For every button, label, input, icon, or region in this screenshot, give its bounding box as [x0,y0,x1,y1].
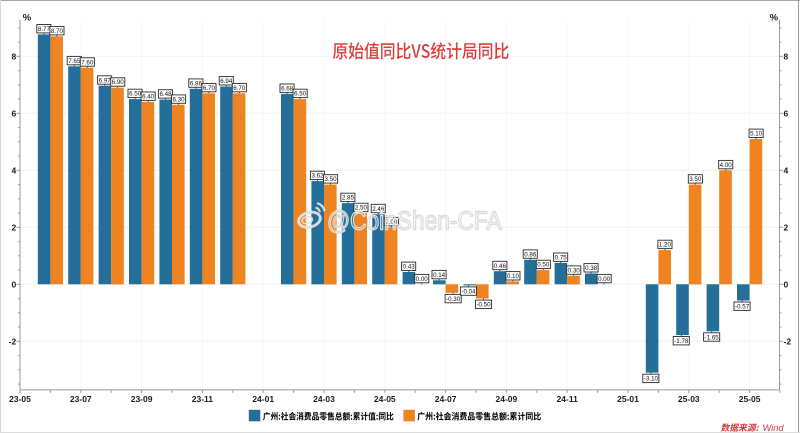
svg-text:2.00: 2.00 [385,219,398,226]
svg-text:Wind: Wind [763,423,785,433]
svg-text:4.00: 4.00 [720,162,733,169]
svg-text:7.65: 7.65 [68,58,81,65]
svg-text:-0.04: -0.04 [461,288,476,295]
svg-text:6.86: 6.86 [190,80,203,87]
svg-text:2: 2 [11,222,16,232]
svg-text:0: 0 [11,279,16,289]
svg-text:2.85: 2.85 [342,195,355,202]
svg-text:6: 6 [784,108,789,118]
svg-text:6.94: 6.94 [220,78,233,85]
svg-text:3.50: 3.50 [324,176,337,183]
svg-text:0.00: 0.00 [416,276,429,283]
svg-text:0.43: 0.43 [403,264,416,271]
svg-text:0.00: 0.00 [598,276,611,283]
svg-text:%: % [23,13,32,24]
svg-text:25-03: 25-03 [678,394,700,404]
svg-text:0.50: 0.50 [537,262,550,269]
svg-text:23-05: 23-05 [9,394,31,404]
svg-text:4: 4 [784,165,789,175]
svg-text:0.14: 0.14 [433,272,446,279]
svg-text:6.97: 6.97 [99,77,112,84]
svg-text:6.50: 6.50 [129,91,142,98]
svg-text:25-01: 25-01 [617,394,639,404]
svg-text:0.38: 0.38 [585,265,598,272]
svg-text:24-09: 24-09 [496,394,518,404]
svg-text:8: 8 [11,51,16,61]
svg-text:0.46: 0.46 [494,263,507,270]
svg-text:-1.65: -1.65 [705,334,720,341]
svg-text:6.48: 6.48 [159,91,172,98]
svg-text:-0.30: -0.30 [446,296,461,303]
svg-text:23-09: 23-09 [131,394,153,404]
svg-text:2.50: 2.50 [355,205,368,212]
svg-text:-2: -2 [9,336,17,346]
svg-text:7.60: 7.60 [81,59,94,66]
svg-text:24-03: 24-03 [313,394,335,404]
svg-text:0.10: 0.10 [507,273,520,280]
svg-text:6.50: 6.50 [294,91,307,98]
svg-text:1.20: 1.20 [659,242,672,249]
svg-text:@CoinShen-CFA: @CoinShen-CFA [327,207,502,236]
svg-text:%: % [770,13,779,24]
svg-text:23-07: 23-07 [70,394,92,404]
svg-text:4: 4 [11,165,16,175]
svg-text:-3.10: -3.10 [644,376,659,383]
svg-text:0.30: 0.30 [568,267,581,274]
svg-text:24-07: 24-07 [435,394,457,404]
svg-text:6.30: 6.30 [172,96,185,103]
svg-text:5.10: 5.10 [750,131,763,138]
svg-text:6.40: 6.40 [142,94,155,101]
svg-text:2.46: 2.46 [372,206,385,213]
svg-text:8: 8 [784,51,789,61]
svg-text:8.70: 8.70 [51,28,64,35]
svg-text:24-05: 24-05 [374,394,396,404]
svg-text:-1.78: -1.78 [674,338,689,345]
svg-text:6.68: 6.68 [281,86,294,93]
svg-text:24-11: 24-11 [557,394,579,404]
svg-text:3.62: 3.62 [311,173,324,180]
svg-text:-2: -2 [784,336,792,346]
svg-text:0: 0 [784,279,789,289]
svg-text:0.75: 0.75 [555,255,568,262]
svg-text:23-11: 23-11 [192,394,214,404]
svg-text:6.70: 6.70 [203,85,216,92]
svg-text:-0.57: -0.57 [735,304,750,311]
svg-text:3.50: 3.50 [689,176,702,183]
svg-text:25-05: 25-05 [739,394,761,404]
svg-text:0.86: 0.86 [524,251,537,258]
svg-text:2: 2 [784,222,789,232]
svg-text:6.90: 6.90 [112,79,125,86]
svg-text:24-01: 24-01 [252,394,274,404]
svg-text:6.70: 6.70 [233,85,246,92]
svg-text:8.77: 8.77 [38,26,51,33]
svg-text:-0.50: -0.50 [476,302,491,309]
svg-text:6: 6 [11,108,16,118]
